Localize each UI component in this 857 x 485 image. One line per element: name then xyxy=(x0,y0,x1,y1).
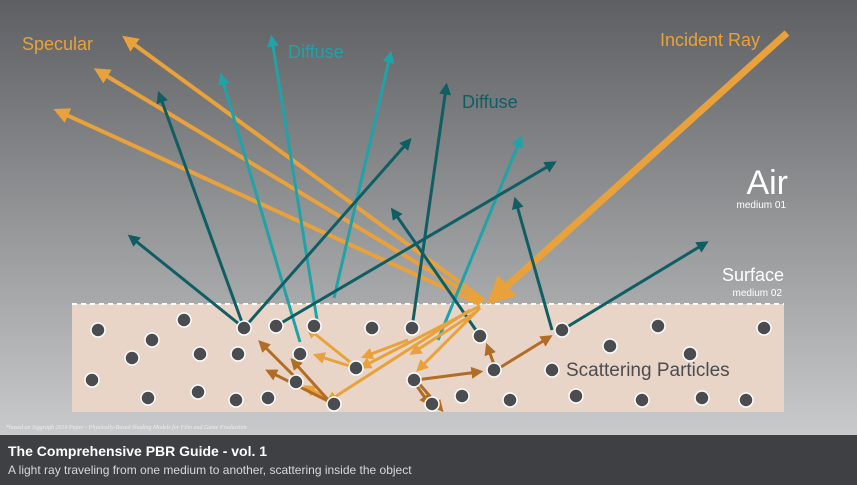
particle xyxy=(554,322,570,338)
particle xyxy=(288,374,304,390)
particle xyxy=(738,392,754,408)
particle xyxy=(472,328,488,344)
diffuse-ray xyxy=(512,196,554,331)
diffuse-ray xyxy=(410,82,452,329)
particle xyxy=(404,320,420,336)
diffuse-ray xyxy=(275,161,557,328)
diffuse-rays-dark xyxy=(127,82,709,337)
surface-medium-label: medium 02 xyxy=(733,288,783,299)
particle xyxy=(454,388,470,404)
particle xyxy=(140,390,156,406)
particle xyxy=(424,396,440,412)
particle xyxy=(406,372,422,388)
particle xyxy=(650,318,666,334)
particle xyxy=(682,346,698,362)
internal-scatter-brown xyxy=(258,335,553,413)
diffuse-ray xyxy=(267,34,320,327)
figure-caption: A light ray traveling from one medium to… xyxy=(8,463,412,477)
particle xyxy=(694,390,710,406)
particle xyxy=(84,372,100,388)
particle xyxy=(260,390,276,406)
particle xyxy=(192,346,208,362)
particle xyxy=(306,318,322,334)
particle xyxy=(236,320,252,336)
internal-scatter-orange xyxy=(303,304,482,403)
diffuse-ray xyxy=(436,135,524,341)
particle xyxy=(486,362,502,378)
diffuse-label-dark: Diffuse xyxy=(462,92,518,112)
citation-label: *based on Siggraph 2010 Paper - Physical… xyxy=(6,424,247,431)
diffuse-rays-light xyxy=(218,34,524,343)
particle xyxy=(90,322,106,338)
particle xyxy=(176,312,192,328)
diffuse-ray xyxy=(156,90,246,329)
guide-title: The Comprehensive PBR Guide - vol. 1 xyxy=(8,443,268,459)
particle xyxy=(228,392,244,408)
particle xyxy=(364,320,380,336)
diffuse-ray xyxy=(218,72,302,343)
diffuse-ray xyxy=(332,50,395,299)
incident-ray xyxy=(486,30,790,305)
particle xyxy=(634,392,650,408)
air-medium-label: medium 01 xyxy=(737,200,787,211)
caption-bar: The Comprehensive PBR Guide - vol. 1 A l… xyxy=(0,435,857,485)
incident-ray-label: Incident Ray xyxy=(660,30,760,50)
pbr-scattering-diagram: Specular Diffuse Diffuse Incident Ray Ai… xyxy=(0,0,857,435)
particle xyxy=(502,392,518,408)
particle xyxy=(348,360,364,376)
particle xyxy=(544,362,560,378)
diffuse-ray xyxy=(390,207,482,337)
specular-ray xyxy=(53,108,481,306)
specular-label: Specular xyxy=(22,34,93,54)
diffuse-ray xyxy=(561,241,709,332)
scattering-particles-label: Scattering Particles xyxy=(566,360,730,381)
particle xyxy=(326,396,342,412)
scattering-particles xyxy=(84,312,772,412)
particle xyxy=(124,350,140,366)
particle xyxy=(568,388,584,404)
particle xyxy=(230,346,246,362)
particle xyxy=(756,320,772,336)
particle xyxy=(292,346,308,362)
particle xyxy=(602,338,618,354)
air-label: Air xyxy=(746,164,788,202)
diffuse-ray xyxy=(242,137,412,329)
diffuse-label-light: Diffuse xyxy=(288,42,344,62)
surface-label: Surface xyxy=(722,265,784,285)
particle xyxy=(190,384,206,400)
diffuse-ray xyxy=(127,234,245,330)
particle xyxy=(144,332,160,348)
particle xyxy=(268,318,284,334)
